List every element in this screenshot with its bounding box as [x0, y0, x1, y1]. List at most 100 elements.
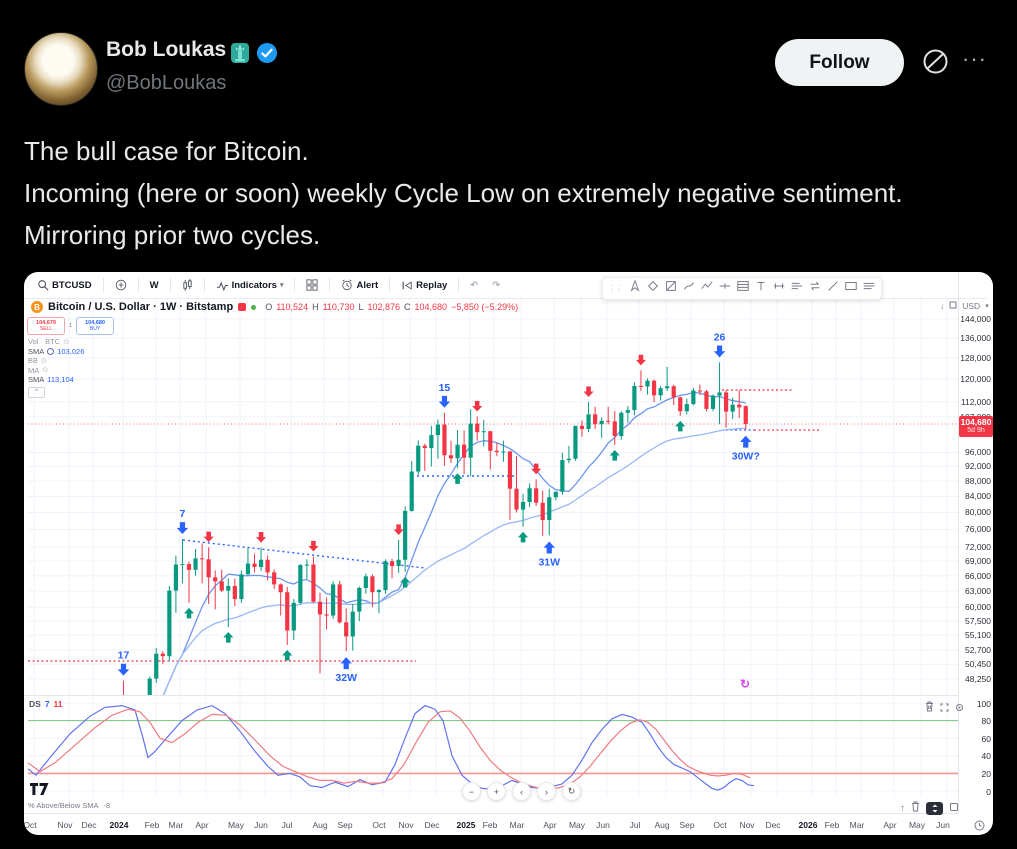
- chart-nav-controls: − + ‹ › ↻: [462, 782, 581, 801]
- swap-icon[interactable]: [808, 279, 822, 298]
- undo-button[interactable]: ↶: [470, 279, 479, 291]
- maximize-icon[interactable]: [940, 699, 949, 717]
- drag-handle-icon[interactable]: ⋮⋮: [608, 284, 623, 293]
- settings-icon[interactable]: [955, 699, 964, 717]
- ohlc-values: O 110,524 H 110,730 L 102,876 C 104,680 −5,8…: [265, 302, 519, 312]
- indicators-button[interactable]: Indicators ▾: [211, 278, 289, 293]
- candle: [160, 653, 165, 657]
- cycle-top-label: 15: [439, 382, 451, 394]
- symbol-search-button[interactable]: BTCUSD: [32, 277, 97, 293]
- compare-button[interactable]: [110, 277, 132, 293]
- zoom-in-button[interactable]: +: [487, 782, 506, 801]
- eye-icon[interactable]: ⊙: [63, 338, 69, 346]
- oscillator-value-1: 7: [44, 699, 50, 709]
- fib-box-icon[interactable]: [736, 279, 750, 298]
- candle: [173, 564, 178, 591]
- replay-button[interactable]: Replay: [396, 278, 452, 293]
- time-axis[interactable]: Oct Nov Dec 2024 Feb Mar Apr May Jun Jul Aug Sep Oct…: [24, 813, 958, 835]
- rectangle-icon[interactable]: [844, 279, 858, 298]
- lines-icon[interactable]: [862, 279, 876, 298]
- drawing-toolbar[interactable]: ⋮⋮: [602, 277, 882, 300]
- chevron-down-icon[interactable]: ▾: [985, 303, 989, 310]
- cursor-icon[interactable]: [628, 279, 642, 298]
- currency-label[interactable]: USD: [962, 301, 981, 311]
- measure-icon[interactable]: [772, 279, 786, 298]
- eye-icon[interactable]: ⊙: [42, 367, 49, 375]
- redo-button[interactable]: ↷: [492, 279, 501, 291]
- candle: [409, 471, 414, 511]
- eye-icon[interactable]: ⊙: [41, 357, 47, 365]
- sma-legend[interactable]: SMA: [28, 346, 45, 356]
- timezone-clock-icon[interactable]: [974, 818, 985, 835]
- bb-legend[interactable]: BB: [28, 356, 39, 366]
- legend-collapse-button[interactable]: ^: [28, 386, 45, 398]
- trendline-icon[interactable]: [826, 279, 840, 298]
- sma-source-icon: [47, 347, 55, 355]
- delete-icon[interactable]: [911, 799, 920, 817]
- brush-icon[interactable]: [682, 279, 696, 298]
- sell-signal-arrow: [472, 400, 483, 412]
- volume-legend[interactable]: Vol · BTC: [28, 337, 61, 347]
- hidden-indicator-label[interactable]: % Above/Below SMA: [28, 801, 99, 810]
- sma-line-10[interactable]: [124, 391, 746, 696]
- scale-down-icon[interactable]: ↓: [940, 301, 945, 311]
- more-menu-button[interactable]: ···: [962, 46, 987, 71]
- candle: [285, 592, 290, 631]
- sell-button[interactable]: 104,679 SELL: [27, 317, 65, 335]
- cycles-tool-icon[interactable]: ↻: [740, 677, 750, 691]
- oscillator-pane[interactable]: [28, 697, 958, 797]
- pane-divider[interactable]: [24, 695, 958, 696]
- text-tool-icon[interactable]: [754, 279, 768, 298]
- scale-adjust-button[interactable]: [926, 801, 943, 815]
- scroll-up-icon[interactable]: ↑: [900, 802, 905, 814]
- sma2-legend[interactable]: SMA: [28, 375, 45, 385]
- price-change: −5,850 (−5.29%): [451, 302, 519, 312]
- main-price-pane[interactable]: 17 7 15 26 32W 31W 30W? ↻: [28, 296, 958, 695]
- candle: [619, 412, 624, 437]
- scroll-right-button[interactable]: ›: [537, 782, 556, 801]
- oscillator-name[interactable]: DS: [29, 699, 41, 709]
- delete-icon[interactable]: [925, 699, 934, 717]
- user-handle[interactable]: @BobLoukas: [106, 72, 227, 94]
- scroll-left-button[interactable]: ‹: [512, 782, 531, 801]
- candle: [383, 561, 388, 591]
- candle: [265, 559, 270, 573]
- time-axis-label: Jul: [629, 820, 641, 830]
- hline-icon[interactable]: [718, 279, 732, 298]
- display-name[interactable]: Bob Loukas: [106, 38, 227, 61]
- time-axis-label: Feb: [824, 820, 840, 830]
- candle: [331, 584, 336, 616]
- diamond-icon[interactable]: [646, 279, 660, 298]
- zoom-out-button[interactable]: −: [462, 782, 481, 801]
- grok-icon[interactable]: [922, 48, 949, 80]
- bars-icon[interactable]: [790, 279, 804, 298]
- candle: [651, 380, 657, 396]
- chart-style-button[interactable]: [177, 277, 198, 294]
- interval-button[interactable]: W: [149, 279, 159, 291]
- time-axis-label: 2024: [109, 820, 129, 830]
- scale-reset-icon[interactable]: [949, 301, 957, 311]
- candle: [258, 559, 264, 567]
- alert-button[interactable]: Alert: [336, 277, 383, 293]
- sma-line-40[interactable]: [124, 427, 746, 695]
- buy-button[interactable]: 104,680 BUY: [76, 317, 115, 335]
- follow-button[interactable]: Follow: [775, 39, 904, 86]
- verified-badge-icon: [256, 42, 278, 69]
- tradingview-logo[interactable]: [30, 783, 49, 801]
- candle: [272, 572, 277, 585]
- layout-grid-button[interactable]: [301, 277, 323, 293]
- ma-legend[interactable]: MA: [28, 365, 40, 375]
- avatar[interactable]: [24, 32, 98, 106]
- descending-trendline[interactable]: [182, 539, 426, 569]
- candle: [278, 584, 283, 593]
- candle: [239, 574, 244, 600]
- reset-view-button[interactable]: ↻: [562, 782, 581, 801]
- zigzag-icon[interactable]: [700, 279, 714, 298]
- oscillator-tick: 100: [976, 698, 991, 709]
- price-tick: 57,500: [965, 616, 991, 627]
- restore-icon[interactable]: [949, 799, 959, 817]
- price-scale[interactable]: 144,000136,000128,000120,000112,000107,0…: [958, 272, 993, 813]
- candle: [691, 390, 696, 405]
- shapes-icon[interactable]: [664, 279, 678, 298]
- symbol-title[interactable]: Bitcoin / U.S. Dollar · 1W · Bitstamp: [48, 301, 234, 313]
